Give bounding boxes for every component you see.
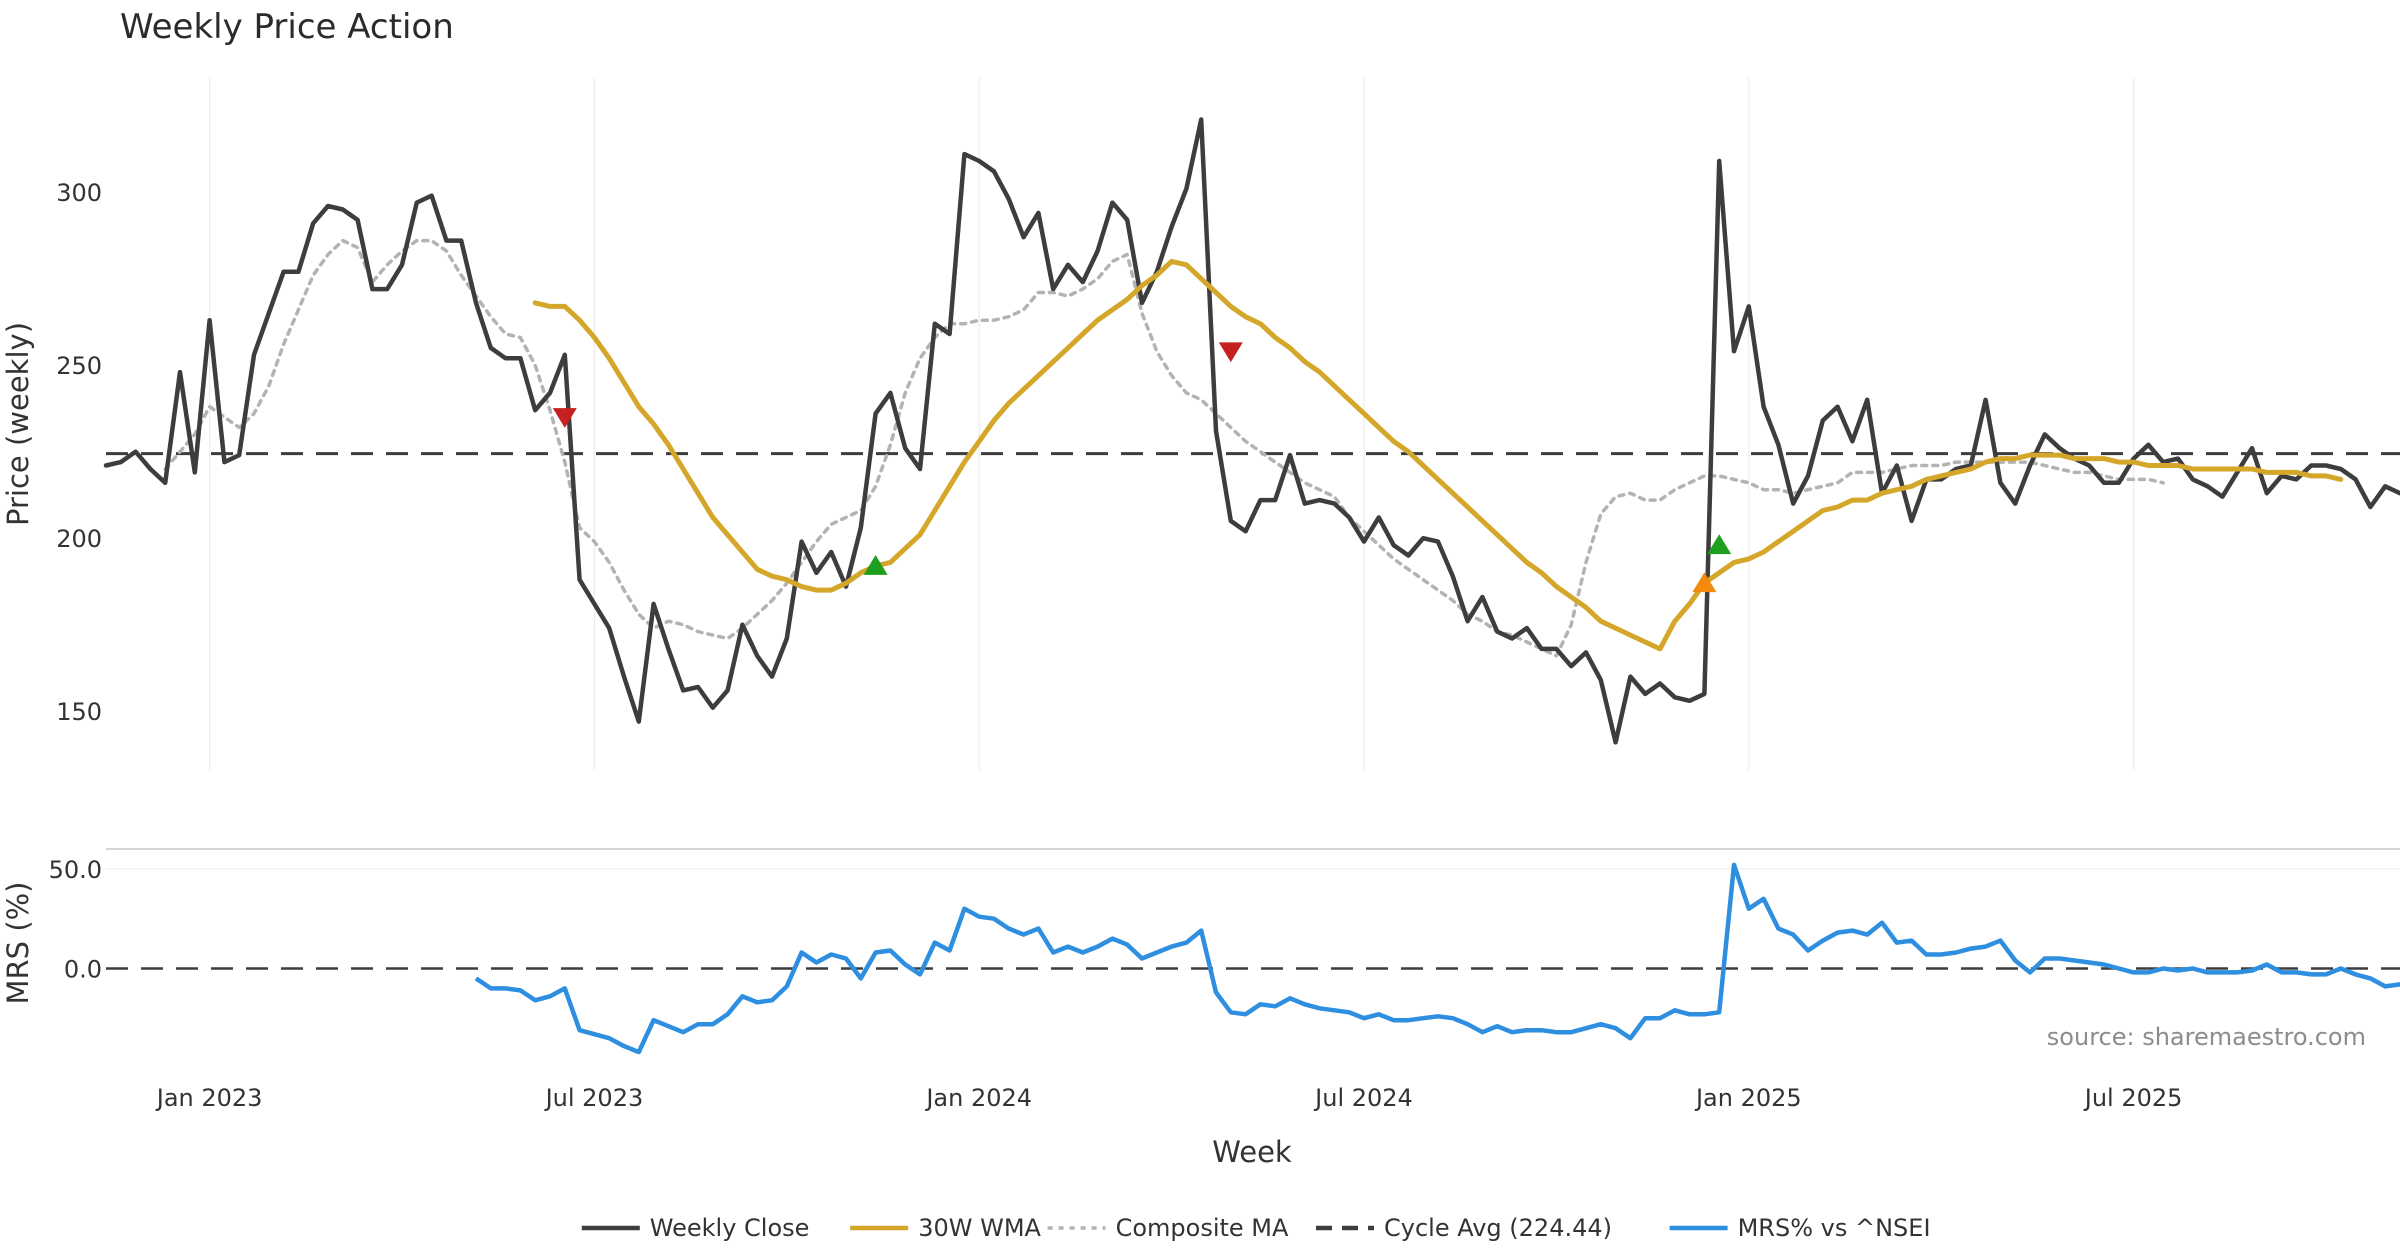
x-tick-label: Jan 2025 — [1694, 1084, 1802, 1112]
legend-item: Cycle Avg (224.44) — [1316, 1214, 1612, 1242]
x-tick-label: Jan 2023 — [155, 1084, 263, 1112]
price-y-tick-label: 150 — [56, 698, 102, 726]
x-axis-label: Week — [1212, 1135, 1292, 1169]
legend-label: Weekly Close — [650, 1214, 810, 1242]
price-y-tick-label: 300 — [56, 179, 102, 207]
price-y-axis-label: Price (weekly) — [1, 322, 35, 526]
legend-item: MRS% vs ^NSEI — [1669, 1214, 1931, 1242]
price-y-tick-label: 200 — [56, 525, 102, 553]
price-panel — [103, 117, 2400, 745]
30w-wma-line — [532, 258, 2344, 652]
price-y-ticks: 150 200 250 300 — [56, 179, 102, 726]
legend-item: 30W WMA — [850, 1214, 1042, 1242]
x-tick-label: Jan 2024 — [924, 1084, 1032, 1112]
chart-title: Weekly Price Action — [120, 7, 454, 47]
x-tick-label: Jul 2024 — [1313, 1084, 1413, 1112]
grid-layer — [106, 78, 2400, 870]
sell-signal-marker — [1218, 342, 1243, 363]
mrs-y-tick-label: 0.0 — [64, 955, 102, 983]
composite-ma-line — [163, 238, 2165, 658]
legend-item: Weekly Close — [581, 1214, 810, 1242]
x-tick-label: Jul 2023 — [544, 1084, 644, 1112]
weekly-close-line — [103, 117, 2400, 745]
mrs-panel — [106, 862, 2400, 1055]
mrs-y-ticks: 0.0 50.0 — [49, 856, 102, 984]
x-axis-ticks: Jan 2023 Jul 2023 Jan 2024 Jul 2024 Jan 2025… — [155, 1084, 2183, 1112]
legend-label: MRS% vs ^NSEI — [1738, 1214, 1931, 1242]
sell-signal-marker — [552, 408, 577, 428]
legend-label: Composite MA — [1116, 1214, 1289, 1242]
legend-label: 30W WMA — [918, 1214, 1041, 1242]
buy-signal-marker — [1692, 572, 1717, 593]
legend: Weekly Close 30W WMA Composite MA Cycle Avg… — [581, 1214, 1931, 1242]
x-tick-label: Jul 2025 — [2083, 1084, 2183, 1112]
legend-label: Cycle Avg (224.44) — [1384, 1214, 1612, 1242]
mrs-y-axis-label: MRS (%) — [1, 882, 35, 1005]
buy-signal-marker — [1707, 534, 1732, 555]
mrs-line — [474, 862, 2400, 1055]
price-y-tick-label: 250 — [56, 352, 102, 380]
legend-item: Composite MA — [1047, 1214, 1289, 1242]
source-attribution: source: sharemaestro.com — [2047, 1023, 2366, 1051]
mrs-y-tick-label: 50.0 — [49, 856, 102, 884]
buy-signal-marker — [863, 555, 888, 575]
